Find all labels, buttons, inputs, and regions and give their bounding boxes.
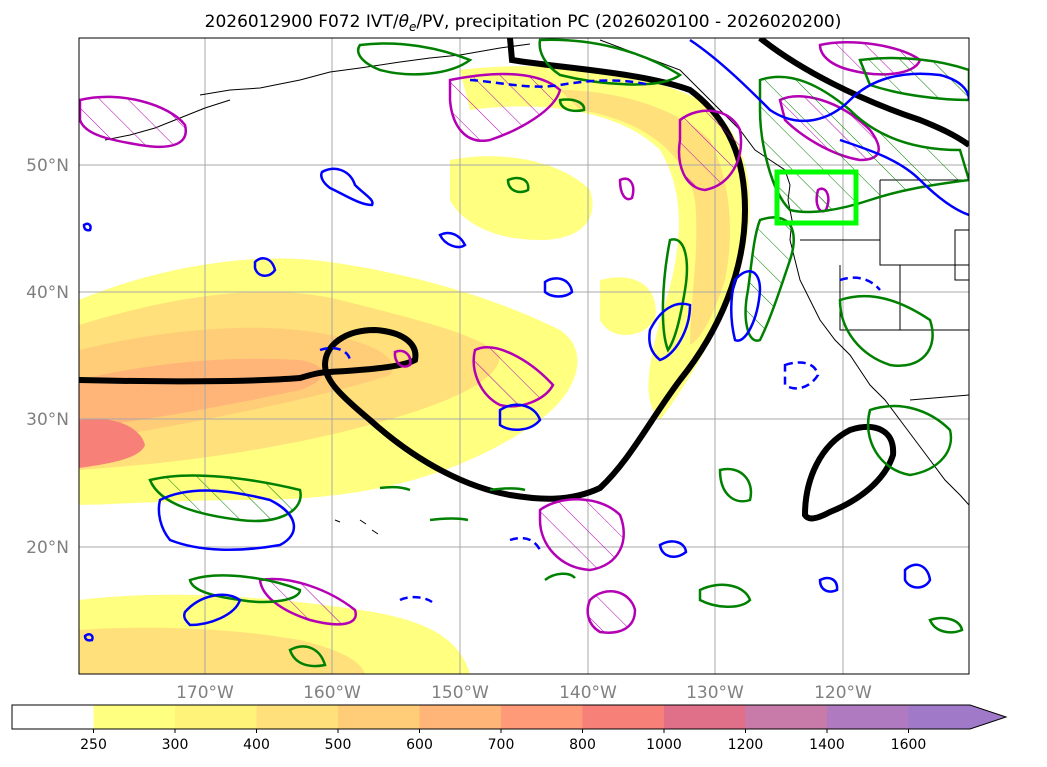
colorbar-tick-label: 1400 <box>809 737 845 753</box>
lat-label: 20°N <box>26 538 69 558</box>
lon-label: 170°W <box>176 683 234 703</box>
colorbar-tick-label: 250 <box>80 737 107 753</box>
lon-label: 120°W <box>814 683 872 703</box>
map-frame <box>78 37 970 675</box>
colorbar-tick-label: 1200 <box>728 737 764 753</box>
colorbar-segment <box>12 705 94 729</box>
lat-label: 50°N <box>26 156 69 176</box>
colorbar-segment <box>827 705 909 729</box>
lon-axis-labels: 170°W 160°W 150°W 140°W 130°W 120°W <box>176 683 872 703</box>
map-panel <box>79 38 969 674</box>
colorbar-tick-label: 1600 <box>891 737 927 753</box>
colorbar-tick-label: 600 <box>406 737 433 753</box>
colorbar-outline <box>11 704 1008 730</box>
colorbar-tick-label: 800 <box>569 737 596 753</box>
colorbar-extend-arrow <box>908 705 1006 729</box>
colorbar-segment <box>664 705 746 729</box>
theta-e-contours <box>82 38 969 642</box>
colorbar-segment <box>338 705 420 729</box>
lon-label: 140°W <box>559 683 617 703</box>
colorbar-segment <box>582 705 665 729</box>
colorbar-tick-label: 400 <box>243 737 270 753</box>
colorbar-segment <box>501 705 583 729</box>
colorbar-segment <box>93 705 176 729</box>
colorbar-tick-label: 700 <box>488 737 515 753</box>
ivt-contours <box>79 38 969 522</box>
lon-label: 150°W <box>431 683 489 703</box>
colorbar-tick-label: 500 <box>325 737 352 753</box>
colorbar-segment <box>175 705 257 729</box>
lon-label: 160°W <box>303 683 361 703</box>
lat-label: 30°N <box>26 410 69 430</box>
lat-axis-labels: 50°N 40°N 30°N 20°N <box>26 156 69 558</box>
lon-label: 130°W <box>686 683 744 703</box>
colorbar-segment <box>745 705 828 729</box>
colorbar-tick-label: 300 <box>162 737 189 753</box>
colorbar-segment <box>419 705 502 729</box>
colorbar-tick-label: 1000 <box>646 737 682 753</box>
colorbar-segment <box>256 705 339 729</box>
colorbar: 250 300 400 500 600 700 800 1000 1200 1400 1600 <box>11 704 1008 753</box>
highlight-box <box>774 169 859 226</box>
lat-label: 40°N <box>26 283 69 303</box>
map-title: 2026012900 F072 IVT/θe/PV, precipitation… <box>205 12 842 34</box>
